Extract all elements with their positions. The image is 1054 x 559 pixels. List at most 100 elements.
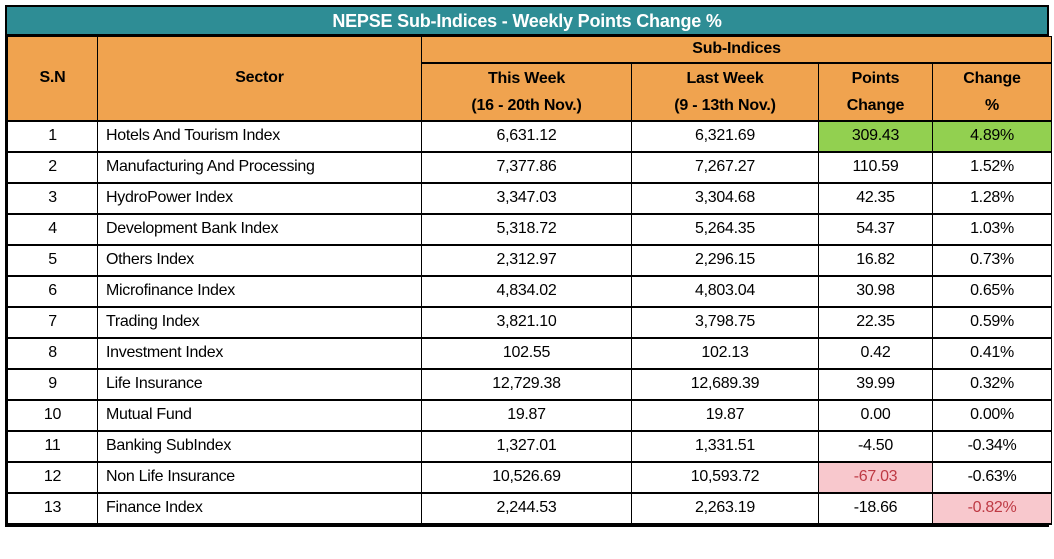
header-points-change: Points Change	[818, 62, 933, 122]
cell-sector: Investment Index	[97, 337, 422, 370]
page-title: NEPSE Sub-Indices - Weekly Points Change…	[7, 7, 1047, 36]
cell-sn: 9	[7, 368, 98, 401]
table-row: 10 Mutual Fund 19.87 19.87 0.00 0.00%	[7, 399, 1053, 432]
cell-sn: 7	[7, 306, 98, 339]
cell-change: 0.41%	[931, 337, 1053, 370]
cell-this_week: 2,312.97	[421, 244, 632, 277]
cell-this_week: 12,729.38	[421, 368, 632, 401]
cell-this_week: 3,821.10	[421, 306, 632, 339]
header-change-pct: Change %	[931, 62, 1053, 122]
cell-change: 1.28%	[931, 182, 1053, 215]
header-last-week-dates: (9 - 13th Nov.)	[674, 96, 776, 114]
cell-points: 39.99	[818, 368, 933, 401]
table-row: 4 Development Bank Index 5,318.72 5,264.35 5…	[7, 213, 1053, 246]
cell-sn: 13	[7, 492, 98, 525]
cell-last_week: 12,689.39	[631, 368, 819, 401]
cell-points: 30.98	[818, 275, 933, 308]
cell-sector: Life Insurance	[97, 368, 422, 401]
table-row: 1 Hotels And Tourism Index 6,631.12 6,321.6…	[7, 120, 1053, 153]
cell-sn: 6	[7, 275, 98, 308]
cell-last_week: 19.87	[631, 399, 819, 432]
table-row: 8 Investment Index 102.55 102.13 0.42 0.41%	[7, 337, 1053, 370]
table-row: 11 Banking SubIndex 1,327.01 1,331.51 -4.50-…	[7, 430, 1053, 463]
table-body: 1 Hotels And Tourism Index 6,631.12 6,321.6…	[7, 120, 1053, 525]
header-this-week-label: This Week	[487, 69, 566, 87]
cell-sector: Finance Index	[97, 492, 422, 525]
cell-last_week: 7,267.27	[631, 151, 819, 184]
cell-sector: Development Bank Index	[97, 213, 422, 246]
cell-change: 0.59%	[931, 306, 1053, 339]
cell-sector: Others Index	[97, 244, 422, 277]
cell-sn: 11	[7, 430, 98, 463]
cell-change: -0.63%	[931, 461, 1053, 494]
cell-points: -67.03	[818, 461, 933, 494]
cell-this_week: 4,834.02	[421, 275, 632, 308]
cell-change: 0.73%	[931, 244, 1053, 277]
cell-this_week: 10,526.69	[421, 461, 632, 494]
cell-change: -0.82%	[931, 492, 1053, 525]
header-this-week: This Week (16 - 20th Nov.)	[421, 62, 632, 122]
cell-change: -0.34%	[931, 430, 1053, 463]
cell-sector: Hotels And Tourism Index	[97, 120, 422, 153]
header-last-week-label: Last Week	[686, 69, 764, 87]
cell-change: 4.89%	[931, 120, 1053, 153]
header-points-line2: Change	[846, 96, 905, 114]
cell-sector: Trading Index	[97, 306, 422, 339]
cell-points: 42.35	[818, 182, 933, 215]
cell-last_week: 102.13	[631, 337, 819, 370]
table-row: 2 Manufacturing And Processing 7,377.86 7,2…	[7, 151, 1053, 184]
cell-last_week: 3,798.75	[631, 306, 819, 339]
cell-this_week: 6,631.12	[421, 120, 632, 153]
table-row: 5 Others Index 2,312.97 2,296.15 16.82 0.73%	[7, 244, 1053, 277]
header-last-week: Last Week (9 - 13th Nov.)	[631, 62, 819, 122]
table-row: 6 Microfinance Index 4,834.02 4,803.04 30.98…	[7, 275, 1053, 308]
cell-change: 0.65%	[931, 275, 1053, 308]
cell-sn: 4	[7, 213, 98, 246]
cell-sn: 10	[7, 399, 98, 432]
cell-change: 1.03%	[931, 213, 1053, 246]
cell-sn: 12	[7, 461, 98, 494]
cell-points: 22.35	[818, 306, 933, 339]
cell-sector: Mutual Fund	[97, 399, 422, 432]
cell-last_week: 5,264.35	[631, 213, 819, 246]
cell-last_week: 6,321.69	[631, 120, 819, 153]
cell-this_week: 5,318.72	[421, 213, 632, 246]
cell-points: 54.37	[818, 213, 933, 246]
cell-last_week: 1,331.51	[631, 430, 819, 463]
cell-sn: 8	[7, 337, 98, 370]
cell-change: 0.00%	[931, 399, 1053, 432]
cell-points: 309.43	[818, 120, 933, 153]
table-row: 12 Non Life Insurance 10,526.69 10,593.72 -6…	[7, 461, 1053, 494]
cell-sector: Non Life Insurance	[97, 461, 422, 494]
cell-this_week: 19.87	[421, 399, 632, 432]
cell-sn: 2	[7, 151, 98, 184]
cell-points: 16.82	[818, 244, 933, 277]
cell-this_week: 7,377.86	[421, 151, 632, 184]
cell-this_week: 2,244.53	[421, 492, 632, 525]
cell-sector: Manufacturing And Processing	[97, 151, 422, 184]
cell-this_week: 102.55	[421, 337, 632, 370]
header-change-line1: Change	[963, 69, 1021, 87]
cell-this_week: 1,327.01	[421, 430, 632, 463]
cell-sn: 1	[7, 120, 98, 153]
header-sector: Sector	[97, 36, 422, 122]
spreadsheet-table: NEPSE Sub-Indices - Weekly Points Change…	[5, 5, 1053, 527]
header-this-week-dates: (16 - 20th Nov.)	[471, 96, 582, 114]
table-row: 13 Finance Index 2,244.53 2,263.19 -18.66 -0.…	[7, 492, 1053, 525]
table-row: 9 Life Insurance 12,729.38 12,689.39 39.99 0.…	[7, 368, 1053, 401]
cell-points: -4.50	[818, 430, 933, 463]
cell-last_week: 4,803.04	[631, 275, 819, 308]
cell-points: -18.66	[818, 492, 933, 525]
cell-sn: 5	[7, 244, 98, 277]
sub-indices-table: S.N Sector Sub-Indices This Week (16 - 2…	[7, 36, 1053, 525]
header-sn: S.N	[7, 36, 98, 122]
header-group-sub-indices: Sub-Indices	[420, 36, 1053, 64]
cell-last_week: 3,304.68	[631, 182, 819, 215]
cell-sector: Microfinance Index	[97, 275, 422, 308]
cell-change: 0.32%	[931, 368, 1053, 401]
cell-sn: 3	[7, 182, 98, 215]
cell-last_week: 10,593.72	[631, 461, 819, 494]
cell-points: 110.59	[818, 151, 933, 184]
cell-last_week: 2,296.15	[631, 244, 819, 277]
header-change-line2: %	[985, 96, 1000, 114]
